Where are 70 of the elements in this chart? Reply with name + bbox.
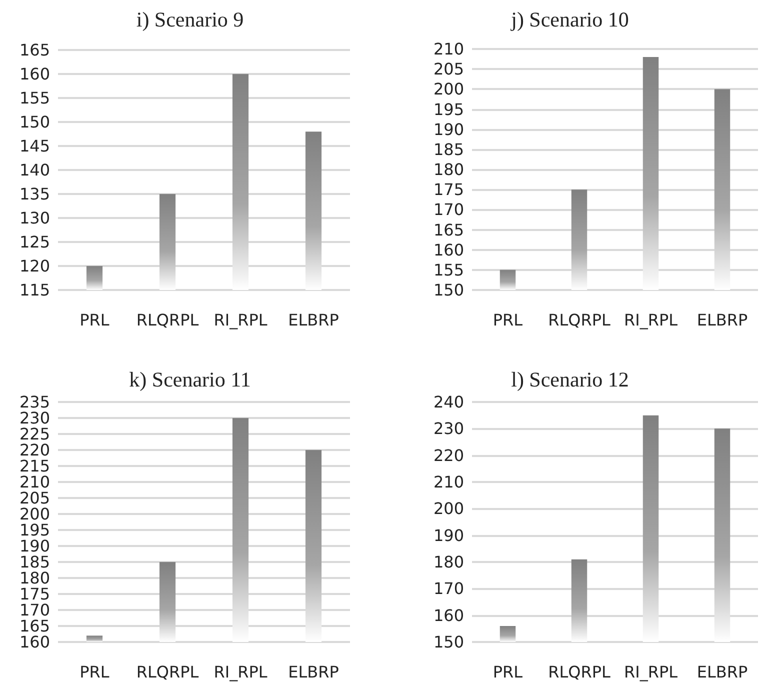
x-tick-label: PRL	[80, 310, 110, 330]
chart-title: l) Scenario 12	[511, 368, 629, 392]
y-tick-label: 165	[433, 220, 464, 240]
y-tick-label: 150	[433, 632, 464, 652]
y-tick-label: 165	[19, 40, 50, 60]
y-tick-label: 155	[19, 88, 50, 108]
y-tick-label: 190	[433, 526, 464, 545]
y-tick-label: 200	[433, 80, 464, 99]
y-tick-label: 180	[433, 552, 464, 572]
y-tick-label: 125	[19, 232, 50, 252]
y-tick-label: 115	[19, 280, 50, 300]
x-tick-label: PRL	[492, 662, 523, 682]
y-tick-label: 190	[433, 120, 464, 139]
y-tick-label: 155	[433, 260, 464, 280]
y-tick-label: 205	[433, 60, 464, 79]
y-tick-label: 165	[19, 616, 50, 636]
y-tick-label: 170	[433, 200, 464, 220]
y-tick-label: 145	[19, 136, 50, 156]
y-tick-label: 200	[19, 504, 50, 524]
y-tick-label: 180	[19, 568, 50, 588]
y-tick-label: 150	[19, 112, 50, 132]
y-tick-label: 175	[19, 584, 50, 604]
y-tick-label: 240	[433, 392, 464, 412]
y-tick-label: 210	[433, 40, 464, 58]
x-tick-label: ELBRP	[696, 662, 748, 682]
y-tick-label: 230	[433, 419, 464, 438]
y-tick-label: 220	[433, 446, 464, 465]
x-tick-label: RI_RPL	[214, 310, 268, 330]
y-tick-label: 235	[19, 392, 50, 412]
y-tick-label: 200	[433, 499, 464, 518]
y-tick-label: 185	[19, 552, 50, 572]
y-tick-label: 170	[433, 579, 464, 598]
x-tick-label: RI_RPL	[624, 662, 678, 682]
y-tick-label: 195	[433, 100, 464, 119]
x-tick-label: RLQRPL	[136, 662, 199, 682]
y-tick-label: 210	[433, 472, 464, 492]
y-tick-label: 180	[433, 160, 464, 179]
y-tick-label: 150	[433, 280, 464, 300]
y-tick-label: 215	[19, 456, 50, 476]
y-tick-label: 205	[19, 488, 50, 508]
y-tick-label: 160	[19, 64, 50, 84]
x-tick-label: ELBRP	[288, 310, 340, 330]
y-tick-label: 160	[433, 240, 464, 260]
y-tick-label: 160	[19, 632, 50, 652]
x-tick-label: RLQRPL	[136, 310, 199, 330]
x-tick-label: PRL	[492, 310, 523, 330]
chart-title: k) Scenario 11	[129, 368, 251, 392]
x-tick-label: PRL	[80, 662, 110, 682]
x-tick-label: ELBRP	[288, 662, 340, 682]
y-tick-label: 130	[19, 208, 50, 228]
y-tick-label: 135	[19, 184, 50, 204]
y-tick-label: 185	[433, 140, 464, 159]
y-tick-label: 220	[19, 440, 50, 460]
x-tick-label: RLQRPL	[548, 662, 610, 682]
y-tick-label: 120	[19, 256, 50, 276]
y-tick-label: 230	[19, 408, 50, 428]
y-tick-label: 210	[19, 472, 50, 492]
y-tick-label: 160	[433, 606, 464, 625]
y-tick-label: 140	[19, 160, 50, 180]
x-tick-label: RI_RPL	[214, 662, 268, 682]
x-tick-label: RLQRPL	[548, 310, 610, 330]
y-tick-label: 190	[19, 536, 50, 556]
y-tick-label: 195	[19, 520, 50, 540]
chart-title: j) Scenario 10	[510, 8, 629, 32]
y-tick-label: 225	[19, 424, 50, 444]
x-tick-label: ELBRP	[696, 310, 748, 330]
y-tick-label: 170	[19, 600, 50, 620]
y-tick-label: 175	[433, 180, 464, 200]
chart-title: i) Scenario 9	[136, 8, 244, 32]
x-tick-label: RI_RPL	[624, 310, 678, 330]
